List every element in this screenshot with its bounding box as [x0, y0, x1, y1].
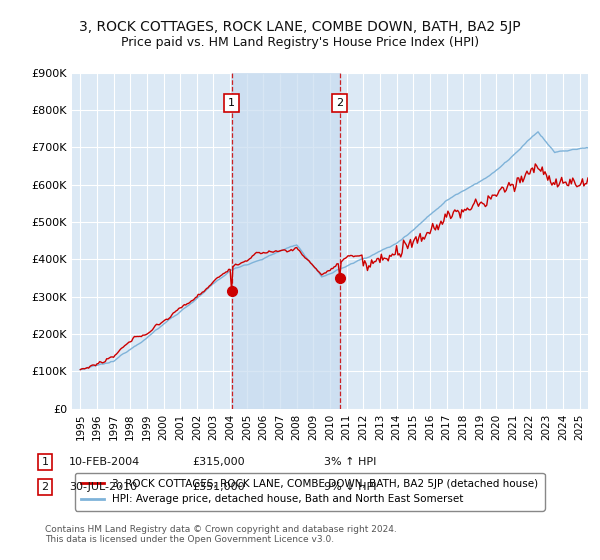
Legend: 3, ROCK COTTAGES, ROCK LANE, COMBE DOWN, BATH, BA2 5JP (detached house), HPI: Av: 3, ROCK COTTAGES, ROCK LANE, COMBE DOWN,… [74, 473, 545, 511]
Text: 3, ROCK COTTAGES, ROCK LANE, COMBE DOWN, BATH, BA2 5JP: 3, ROCK COTTAGES, ROCK LANE, COMBE DOWN,… [79, 20, 521, 34]
Text: 1: 1 [41, 457, 49, 467]
Bar [232, 73, 340, 409]
Text: 3% ↑ HPI: 3% ↑ HPI [324, 457, 376, 467]
Text: Price paid vs. HM Land Registry's House Price Index (HPI): Price paid vs. HM Land Registry's House … [121, 36, 479, 49]
Text: 2: 2 [41, 482, 49, 492]
Text: £351,000: £351,000 [192, 482, 245, 492]
Text: 10-FEB-2004: 10-FEB-2004 [69, 457, 140, 467]
Text: 2: 2 [336, 97, 343, 108]
Text: 30-JUL-2010: 30-JUL-2010 [69, 482, 137, 492]
Text: 1: 1 [228, 97, 235, 108]
Text: £315,000: £315,000 [192, 457, 245, 467]
Text: 9% ↓ HPI: 9% ↓ HPI [324, 482, 377, 492]
Text: Contains HM Land Registry data © Crown copyright and database right 2024.
This d: Contains HM Land Registry data © Crown c… [45, 525, 397, 544]
